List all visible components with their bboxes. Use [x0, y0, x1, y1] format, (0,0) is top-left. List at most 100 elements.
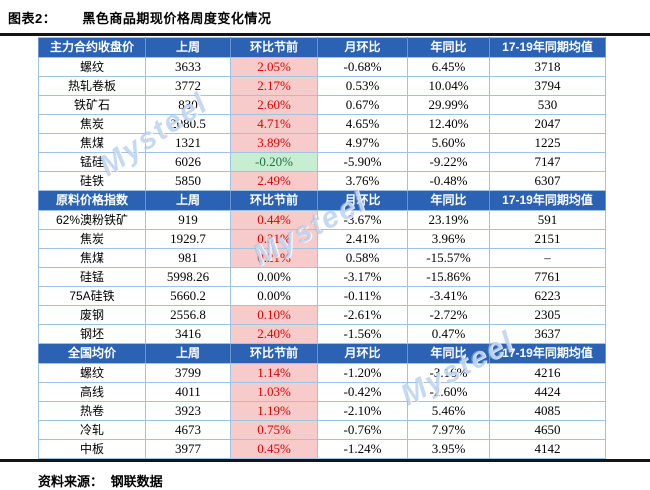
table-row: 热轧卷板 3772 2.17% 0.53% 10.04% 3794	[38, 76, 606, 96]
value-cell: 1321	[145, 133, 231, 153]
value-cell: 3794	[489, 76, 606, 96]
row-label: 62%澳粉铁矿	[38, 210, 146, 230]
value-cell: 830	[145, 95, 231, 115]
value-cell: -0.42%	[317, 382, 408, 402]
column-header: 环比节前	[230, 37, 318, 58]
value-cell: 6026	[145, 152, 231, 172]
value-cell: 0.67%	[317, 95, 408, 115]
value-cell: -0.48%	[407, 171, 490, 191]
wow-change-cell: 2.05%	[230, 57, 318, 77]
row-label: 废钢	[38, 305, 146, 325]
value-cell: 2151	[489, 229, 606, 249]
value-cell: -2.61%	[317, 305, 408, 325]
value-cell: 2.41%	[317, 229, 408, 249]
value-cell: 3633	[145, 57, 231, 77]
value-cell: 530	[489, 95, 606, 115]
value-cell: 1225	[489, 133, 606, 153]
row-label: 钢坯	[38, 324, 146, 344]
value-cell: 7147	[489, 152, 606, 172]
table-row: 铁矿石 830 2.60% 0.67% 29.99% 530	[38, 95, 606, 115]
value-cell: -1.20%	[317, 363, 408, 383]
value-cell: 591	[489, 210, 606, 230]
value-cell: -15.57%	[407, 248, 490, 268]
value-cell: 3718	[489, 57, 606, 77]
value-cell: -0.11%	[317, 286, 408, 306]
wow-change-cell: 0.45%	[230, 439, 318, 459]
value-cell: 4.97%	[317, 133, 408, 153]
value-cell: 0.58%	[317, 248, 408, 268]
value-cell: -2.60%	[407, 382, 490, 402]
table-row: 中板 3977 0.45% -1.24% 3.95% 4142	[38, 439, 606, 459]
value-cell: 5998.26	[145, 267, 231, 287]
value-cell: -2.10%	[317, 401, 408, 421]
value-cell: -0.68%	[317, 57, 408, 77]
value-cell: -9.22%	[407, 152, 490, 172]
row-label: 75A硅铁	[38, 286, 146, 306]
row-label: 焦煤	[38, 248, 146, 268]
column-header: 上周	[145, 190, 231, 211]
wow-change-cell: 0.00%	[230, 286, 318, 306]
value-cell: 3.96%	[407, 229, 490, 249]
value-cell: 7761	[489, 267, 606, 287]
value-cell: 12.40%	[407, 114, 490, 134]
value-cell: -3.67%	[317, 210, 408, 230]
value-cell: 2556.8	[145, 305, 231, 325]
value-cell: 5.60%	[407, 133, 490, 153]
table-row: 冷轧 4673 0.75% -0.76% 7.97% 4650	[38, 420, 606, 440]
figure-title: 黑色商品期现价格周度变化情况	[82, 11, 272, 26]
row-label: 热卷	[38, 401, 146, 421]
column-header: 月环比	[317, 343, 408, 364]
value-cell: 6.45%	[407, 57, 490, 77]
table-row: 硅锰 5998.26 0.00% -3.17% -15.86% 7761	[38, 267, 606, 287]
value-cell: 4142	[489, 439, 606, 459]
section-header-row: 原料价格指数 上周 环比节前 月环比 年同比 17-19年同期均值	[38, 190, 606, 211]
table-row: 锰硅 6026 -0.20% -5.90% -9.22% 7147	[38, 152, 606, 172]
wow-change-cell: -0.20%	[230, 152, 318, 172]
value-cell: 4.65%	[317, 114, 408, 134]
table-row: 高线 4011 1.03% -0.42% -2.60% 4424	[38, 382, 606, 402]
section-header-label: 主力合约收盘价	[38, 37, 146, 58]
wow-change-cell: 0.75%	[230, 420, 318, 440]
value-cell: 2080.5	[145, 114, 231, 134]
column-header: 环比节前	[230, 190, 318, 211]
column-header: 17-19年同期均值	[489, 37, 606, 58]
table-row: 钢坯 3416 2.40% -1.56% 0.47% 3637	[38, 324, 606, 344]
wow-change-cell: 2.40%	[230, 324, 318, 344]
figure-caption: 图表2： 黑色商品期现价格周度变化情况	[0, 0, 650, 27]
table-row: 废钢 2556.8 0.10% -2.61% -2.72% 2305	[38, 305, 606, 325]
table-row: 螺纹 3633 2.05% -0.68% 6.45% 3718	[38, 57, 606, 77]
section-header-label: 全国均价	[38, 343, 146, 364]
value-cell: 1929.7	[145, 229, 231, 249]
value-cell: 5660.2	[145, 286, 231, 306]
wow-change-cell: 1.03%	[230, 382, 318, 402]
wow-change-cell: 1.19%	[230, 401, 318, 421]
row-label: 螺纹	[38, 57, 146, 77]
value-cell: 981	[145, 248, 231, 268]
value-cell: 4424	[489, 382, 606, 402]
bottom-rule-divider	[0, 459, 650, 462]
value-cell: -2.72%	[407, 305, 490, 325]
table-row: 螺纹 3799 1.14% -1.20% -3.16% 4216	[38, 363, 606, 383]
row-label: 硅铁	[38, 171, 146, 191]
row-label: 锰硅	[38, 152, 146, 172]
value-cell: 3977	[145, 439, 231, 459]
value-cell: 29.99%	[407, 95, 490, 115]
table-row: 硅铁 5850 2.49% 3.76% -0.48% 6307	[38, 171, 606, 191]
value-cell: 4011	[145, 382, 231, 402]
column-header: 年同比	[407, 190, 490, 211]
section-header-label: 原料价格指数	[38, 190, 146, 211]
value-cell: -5.90%	[317, 152, 408, 172]
wow-change-cell: 0.00%	[230, 267, 318, 287]
value-cell: -3.41%	[407, 286, 490, 306]
row-label: 冷轧	[38, 420, 146, 440]
wow-change-cell: 0.44%	[230, 210, 318, 230]
column-header: 年同比	[407, 37, 490, 58]
value-cell: 4673	[145, 420, 231, 440]
row-label: 中板	[38, 439, 146, 459]
row-label: 热轧卷板	[38, 76, 146, 96]
value-cell: 3923	[145, 401, 231, 421]
value-cell: -3.17%	[317, 267, 408, 287]
value-cell: –	[489, 248, 606, 268]
value-cell: 23.19%	[407, 210, 490, 230]
top-rule-divider	[0, 33, 650, 36]
